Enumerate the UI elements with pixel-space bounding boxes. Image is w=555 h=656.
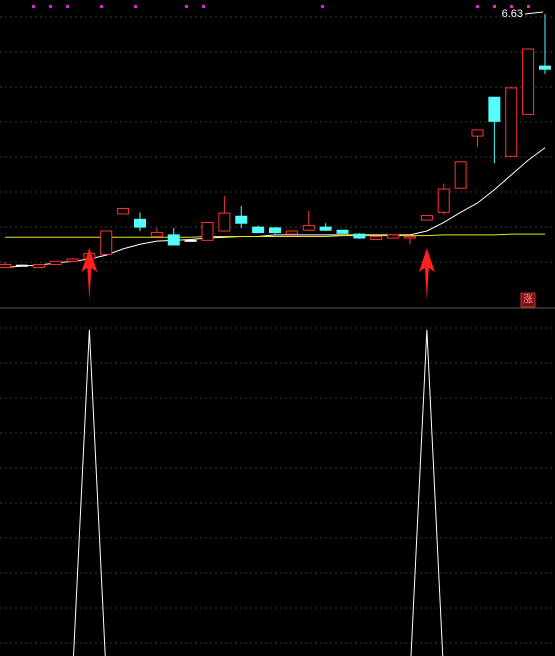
- candle-body: [404, 235, 416, 239]
- max-pointer: [524, 11, 544, 15]
- candle-body: [235, 215, 248, 224]
- candle-body: [488, 96, 501, 122]
- candle-body: [505, 87, 518, 157]
- signal-line: [73, 329, 444, 656]
- candle-body: [150, 232, 163, 237]
- candle-body: [66, 258, 79, 262]
- candle-body: [522, 48, 535, 115]
- candle-body: [471, 129, 484, 137]
- signal-arrow: [81, 248, 98, 300]
- candle-body: [117, 207, 130, 215]
- candle-body: [285, 230, 298, 235]
- candle-body: [32, 263, 45, 269]
- max-label: 6.63: [502, 8, 523, 20]
- badge: 涨: [523, 294, 533, 306]
- candle-body: [319, 226, 332, 231]
- candle-body: [370, 235, 383, 241]
- candle-body: [218, 212, 231, 232]
- candle-body: [167, 234, 180, 246]
- candle-body: [201, 221, 214, 241]
- candle-body: [0, 263, 11, 269]
- candle-body: [15, 264, 28, 267]
- candle-body: [454, 161, 467, 189]
- candle-body: [184, 239, 197, 242]
- signal-dots: [32, 5, 530, 8]
- candle-body: [353, 233, 366, 239]
- candle-body: [539, 65, 551, 70]
- candle-body: [49, 260, 62, 265]
- candle-body: [134, 218, 146, 228]
- candle-body: [252, 226, 265, 234]
- badge-box: [520, 292, 536, 308]
- candle-body: [302, 225, 315, 231]
- moving-average: [5, 233, 545, 238]
- signal-arrow: [418, 248, 435, 300]
- candle-body: [336, 229, 349, 234]
- candle-body: [437, 188, 450, 213]
- candle-body: [100, 230, 113, 255]
- indicator: [73, 329, 444, 656]
- candle-body: [387, 234, 400, 239]
- candle-body: [420, 214, 433, 221]
- candle-body: [269, 227, 281, 234]
